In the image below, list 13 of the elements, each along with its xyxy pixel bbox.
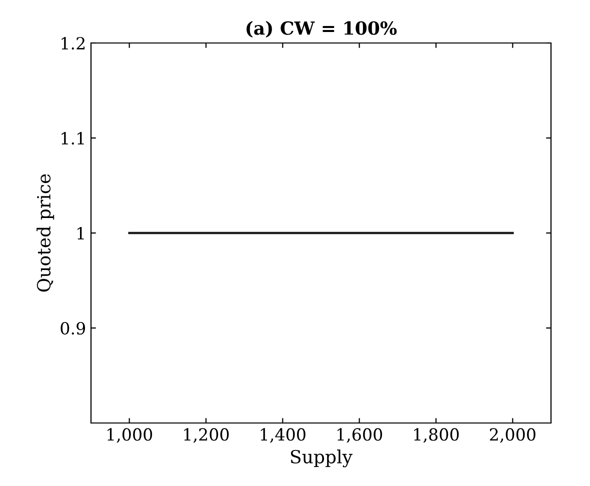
x-tick-label: 1,600 <box>338 428 382 443</box>
x-tick-label: 1,400 <box>260 428 306 443</box>
y-tick-label: 1 <box>78 226 84 240</box>
chart-title: (a) CW = 100% <box>246 20 397 38</box>
y-tick-label: 0.9 <box>60 322 86 335</box>
x-tick-label: 1,200 <box>184 428 229 443</box>
x-tick-label: 1,800 <box>414 428 459 443</box>
x-tick-label: 2,000 <box>490 428 536 443</box>
x-axis-title: Supply <box>290 450 352 468</box>
x-tick-label: 1,000 <box>108 428 152 443</box>
y-tick-label: 1.2 <box>62 36 85 50</box>
y-axis-title: Quoted price <box>36 174 54 292</box>
y-tick-label: 1.1 <box>62 132 84 145</box>
